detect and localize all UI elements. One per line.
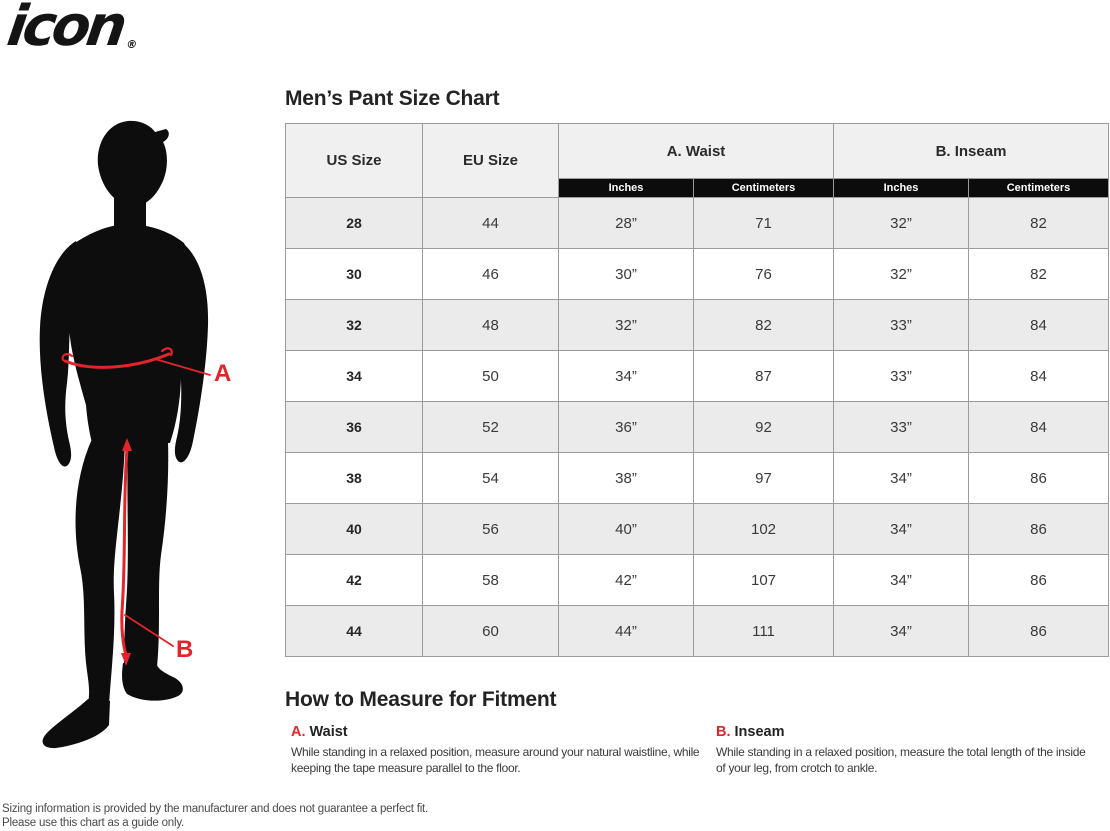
cell-inseam_cm: 84	[968, 401, 1109, 453]
table-row: 36 52 36” 92 33” 84	[285, 401, 1109, 453]
waist-label-a: A	[214, 360, 231, 387]
inseam-label-b: B	[176, 636, 193, 663]
cell-waist_in: 38”	[558, 452, 694, 504]
cell-waist_cm: 87	[693, 350, 834, 402]
cell-inseam_in: 32”	[833, 248, 969, 300]
cell-waist_in: 30”	[558, 248, 694, 300]
waist-name: Waist	[309, 724, 348, 740]
cell-waist_in: 28”	[558, 197, 694, 249]
subheader-inseam-centimeters: Centimeters	[968, 178, 1109, 198]
cell-eu: 46	[422, 248, 559, 300]
cell-us: 34	[285, 350, 423, 402]
inseam-letter: B.	[716, 724, 731, 740]
cell-waist_in: 44”	[558, 605, 694, 657]
cell-waist_cm: 92	[693, 401, 834, 453]
cell-us: 38	[285, 452, 423, 504]
size-table-body: 28 44 28” 71 32” 82 30 46 30” 76 32” 82 32 48 32” 82 33”…	[285, 197, 1109, 657]
disclaimer: Sizing information is provided by the ma…	[2, 802, 428, 831]
cell-eu: 44	[422, 197, 559, 249]
disclaimer-line-2: Please use this chart as a guide only.	[2, 817, 185, 830]
cell-waist_in: 36”	[558, 401, 694, 453]
cell-inseam_in: 33”	[833, 401, 969, 453]
brand-logo: icon ®	[3, 0, 144, 59]
cell-inseam_cm: 82	[968, 248, 1109, 300]
waist-instruction-heading: A. Waist	[291, 724, 716, 740]
body-silhouette-icon	[39, 120, 209, 749]
header-waist: A. Waist	[558, 123, 834, 179]
cell-inseam_in: 32”	[833, 197, 969, 249]
waist-letter: A.	[291, 724, 306, 740]
cell-inseam_cm: 84	[968, 299, 1109, 351]
cell-inseam_cm: 86	[968, 503, 1109, 555]
inseam-name: Inseam	[734, 724, 785, 740]
cell-waist_in: 32”	[558, 299, 694, 351]
cell-inseam_cm: 86	[968, 452, 1109, 504]
cell-us: 42	[285, 554, 423, 606]
header-us-size: US Size	[285, 123, 423, 198]
cell-inseam_cm: 82	[968, 197, 1109, 249]
cell-waist_in: 42”	[558, 554, 694, 606]
waist-instruction-text: While standing in a relaxed position, me…	[291, 745, 700, 775]
size-chart-table: US Size EU Size A. Waist B. Inseam Inche…	[285, 123, 1109, 657]
cell-us: 40	[285, 503, 423, 555]
cell-waist_cm: 111	[693, 605, 834, 657]
subheader-waist-centimeters: Centimeters	[693, 178, 834, 198]
cell-inseam_in: 34”	[833, 452, 969, 504]
cell-inseam_cm: 86	[968, 554, 1109, 606]
cell-eu: 58	[422, 554, 559, 606]
cell-us: 44	[285, 605, 423, 657]
table-row: 32 48 32” 82 33” 84	[285, 299, 1109, 351]
how-to-measure-title: How to Measure for Fitment	[285, 688, 557, 711]
cell-us: 36	[285, 401, 423, 453]
cell-eu: 50	[422, 350, 559, 402]
cell-waist_in: 34”	[558, 350, 694, 402]
cell-us: 30	[285, 248, 423, 300]
cell-us: 32	[285, 299, 423, 351]
cell-eu: 48	[422, 299, 559, 351]
cell-waist_cm: 97	[693, 452, 834, 504]
cell-inseam_in: 34”	[833, 554, 969, 606]
cell-us: 28	[285, 197, 423, 249]
cell-eu: 54	[422, 452, 559, 504]
cell-waist_cm: 71	[693, 197, 834, 249]
inseam-instruction-section: B. Inseam While standing in a relaxed pos…	[716, 724, 1105, 777]
table-row: 42 58 42” 107 34” 86	[285, 554, 1109, 606]
cell-waist_cm: 82	[693, 299, 834, 351]
inseam-instruction-text: While standing in a relaxed position, me…	[716, 745, 1086, 775]
inseam-measure-arrow	[120, 438, 174, 666]
male-silhouette-diagram: A B	[39, 120, 231, 749]
table-row: 30 46 30” 76 32” 82	[285, 248, 1109, 300]
disclaimer-line-1: Sizing information is provided by the ma…	[2, 803, 429, 815]
cell-inseam_in: 34”	[833, 605, 969, 657]
cell-waist_cm: 102	[693, 503, 834, 555]
header-inseam: B. Inseam	[833, 123, 1109, 179]
subheader-inseam-inches: Inches	[833, 178, 969, 198]
cell-inseam_in: 33”	[833, 299, 969, 351]
measurement-figure: A B	[30, 115, 270, 765]
cell-eu: 52	[422, 401, 559, 453]
how-to-measure-sections: A. Waist While standing in a relaxed posi…	[291, 724, 1105, 777]
cell-inseam_in: 34”	[833, 503, 969, 555]
cell-inseam_cm: 84	[968, 350, 1109, 402]
inseam-instruction-heading: B. Inseam	[716, 724, 1105, 740]
table-row: 28 44 28” 71 32” 82	[285, 197, 1109, 249]
cell-eu: 60	[422, 605, 559, 657]
header-eu-size: EU Size	[422, 123, 559, 198]
page-title: Men’s Pant Size Chart	[285, 87, 500, 110]
cell-inseam_cm: 86	[968, 605, 1109, 657]
brand-logo-text: icon	[3, 0, 128, 59]
table-row: 34 50 34” 87 33” 84	[285, 350, 1109, 402]
subheader-waist-inches: Inches	[558, 178, 694, 198]
registered-trademark-icon: ®	[125, 38, 139, 51]
cell-waist_cm: 107	[693, 554, 834, 606]
waist-measure-arrow	[61, 347, 211, 376]
cell-inseam_in: 33”	[833, 350, 969, 402]
table-row: 40 56 40” 102 34” 86	[285, 503, 1109, 555]
waist-instruction-section: A. Waist While standing in a relaxed posi…	[291, 724, 716, 777]
cell-waist_cm: 76	[693, 248, 834, 300]
table-row: 44 60 44” 111 34” 86	[285, 605, 1109, 657]
cell-eu: 56	[422, 503, 559, 555]
cell-waist_in: 40”	[558, 503, 694, 555]
table-row: 38 54 38” 97 34” 86	[285, 452, 1109, 504]
